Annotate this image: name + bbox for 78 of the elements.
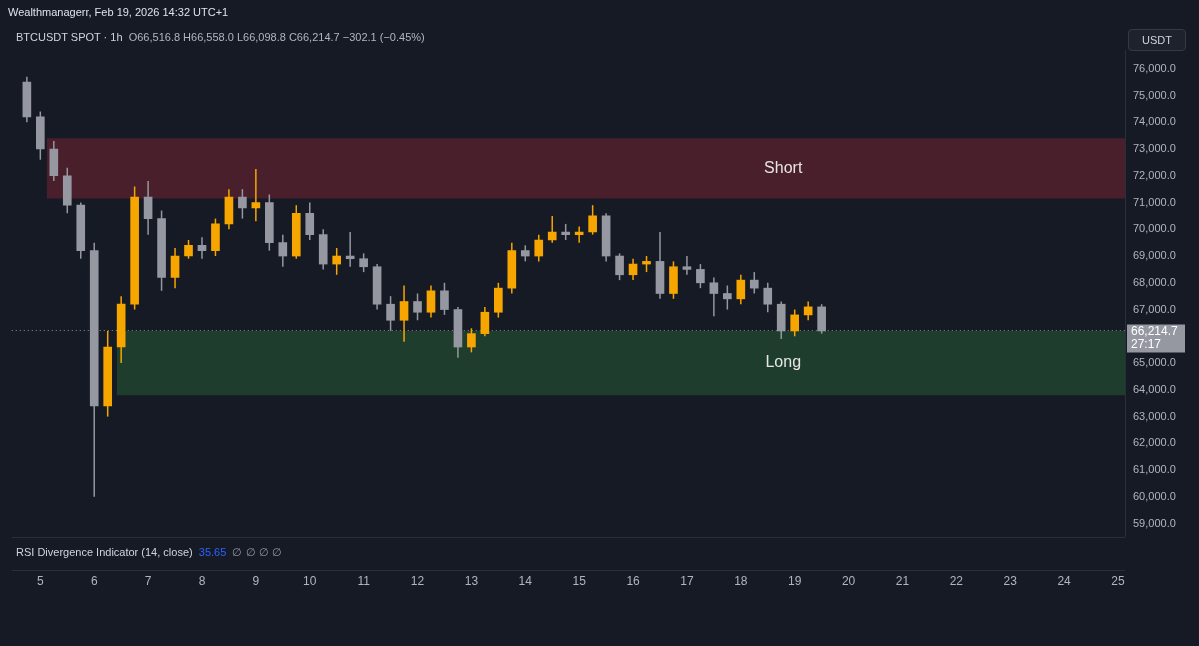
ref-line-label: 66,214.7	[1131, 323, 1179, 338]
candlestick	[588, 204, 597, 236]
y-tick-label: 76,000.0	[1133, 61, 1176, 74]
candlestick	[197, 236, 207, 260]
band-label: Short	[764, 158, 803, 176]
candlestick	[480, 306, 490, 338]
candlestick	[399, 284, 409, 343]
x-tick-label: 6	[90, 573, 98, 588]
x-tick-label: 17	[680, 573, 694, 588]
y-tick-label: 73,000.0	[1133, 142, 1176, 155]
x-tick-label: 18	[734, 573, 748, 588]
candlestick	[359, 252, 368, 273]
x-tick-label: 24	[1057, 573, 1072, 588]
y-tick-label: 71,000.0	[1133, 195, 1176, 208]
candlestick	[682, 255, 692, 276]
x-tick-label: 5	[36, 573, 44, 588]
y-tick-label: 74,000.0	[1133, 115, 1176, 128]
chart-title: BTCUSDT SPOT · 1h	[16, 31, 123, 43]
candlestick	[709, 276, 719, 317]
y-tick-label: 62,000.0	[1133, 436, 1176, 449]
chart-subtitle: O66,516.8 H66,558.0 L66,098.8 C66,214.7 −302.1 (−0.45%)	[128, 31, 425, 43]
candlestick	[426, 284, 436, 319]
text: 35.65	[198, 546, 227, 558]
candlestick	[628, 257, 638, 281]
candlestick	[696, 263, 705, 289]
y-tick-label: 65,000.0	[1133, 356, 1176, 369]
y-tick-label: 68,000.0	[1133, 275, 1176, 288]
x-tick-label: 15	[572, 573, 587, 588]
candlestick	[749, 271, 759, 295]
x-tick-label: 22	[949, 573, 964, 588]
candlestick	[251, 168, 261, 222]
candlestick	[170, 247, 180, 289]
candlestick	[413, 292, 422, 322]
candlestick	[332, 247, 342, 276]
candlestick	[534, 233, 544, 263]
x-tick-label: 16	[626, 573, 641, 588]
x-tick-label: 14	[518, 573, 533, 588]
candlestick	[440, 282, 449, 316]
text: Wealthmanagerr, Feb 19, 2026 14:32 UTC+1	[8, 6, 229, 18]
candlestick	[278, 233, 288, 268]
x-tick-label: 8	[198, 573, 206, 588]
candlestick	[736, 274, 746, 305]
x-tick-label: 21	[895, 573, 910, 588]
x-tick-label: 13	[464, 573, 479, 588]
candlestick	[547, 215, 557, 244]
x-tick-label: 11	[357, 573, 371, 588]
y-tick-label: 67,000.0	[1133, 302, 1176, 315]
x-tick-label: 12	[410, 573, 425, 588]
y-tick-label: 59,000.0	[1133, 516, 1176, 529]
y-tick-label: 72,000.0	[1133, 168, 1176, 181]
candlestick	[238, 188, 247, 220]
text: 27:17	[1131, 336, 1162, 351]
y-tick-label: 61,000.0	[1133, 463, 1176, 476]
y-tick-label: 60,000.0	[1133, 489, 1176, 502]
candlestick	[723, 284, 732, 311]
x-tick-label: 19	[788, 573, 802, 588]
candlestick	[790, 308, 800, 338]
y-tick-label: 69,000.0	[1133, 249, 1176, 262]
text: USDT	[1128, 29, 1186, 51]
y-tick-label: 70,000.0	[1133, 222, 1176, 235]
x-tick-label: 20	[841, 573, 856, 588]
candlestick	[467, 327, 476, 354]
x-tick-label: 23	[1003, 573, 1018, 588]
candlestick	[184, 239, 193, 260]
x-tick-label: 7	[144, 573, 152, 588]
candlestick	[763, 282, 773, 313]
y-tick-label: 63,000.0	[1133, 409, 1176, 422]
x-tick-label: 10	[303, 573, 317, 588]
x-tick-label: 25	[1111, 573, 1125, 588]
y-tick-label: 64,000.0	[1133, 382, 1176, 395]
band-label: Long	[765, 353, 802, 371]
candlestick	[615, 252, 624, 281]
candlestick	[305, 201, 315, 241]
x-tick-label: 9	[252, 573, 260, 588]
text: ∅ ∅ ∅ ∅	[232, 546, 282, 558]
text: RSI Divergence Indicator (14, close)	[16, 546, 193, 558]
candlestick	[143, 180, 153, 236]
y-tick-label: 75,000.0	[1133, 88, 1176, 101]
